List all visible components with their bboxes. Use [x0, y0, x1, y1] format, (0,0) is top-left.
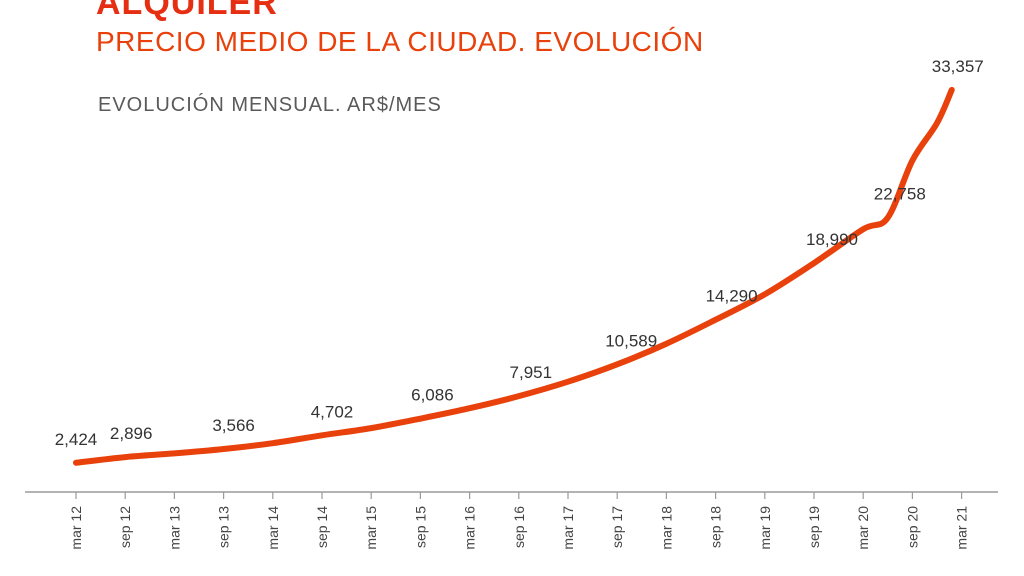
data-label: 33,357 — [932, 57, 984, 76]
data-label: 2,424 — [55, 430, 98, 449]
x-tick-label: mar 14 — [265, 506, 281, 550]
x-tick-label: mar 17 — [560, 506, 576, 550]
x-tick-label: sep 16 — [511, 506, 527, 548]
data-label: 10,589 — [605, 331, 657, 350]
chart-caption: EVOLUCIÓN MENSUAL. AR$/MES — [98, 94, 442, 116]
x-tick-label: mar 12 — [68, 506, 84, 550]
x-tick-label: mar 21 — [954, 506, 970, 550]
x-tick-label: mar 16 — [462, 506, 478, 550]
x-tick-label: mar 13 — [166, 506, 182, 550]
chart-title: ALQUILER — [96, 0, 278, 22]
data-label: 2,896 — [110, 424, 153, 443]
x-tick-label: sep 19 — [806, 506, 822, 548]
data-label: 22,758 — [874, 185, 926, 204]
data-label: 6,086 — [411, 386, 454, 405]
x-tick-label: mar 20 — [855, 506, 871, 550]
data-label: 3,566 — [212, 416, 255, 435]
data-label: 18,990 — [806, 230, 858, 249]
data-label: 4,702 — [311, 402, 354, 421]
x-tick-label: sep 13 — [216, 506, 232, 548]
chart-subtitle: PRECIO MEDIO DE LA CIUDAD. EVOLUCIÓN — [96, 26, 704, 57]
data-label: 14,290 — [706, 287, 758, 306]
x-tick-label: mar 15 — [363, 506, 379, 550]
x-tick-label: mar 19 — [757, 506, 773, 550]
series-line — [73, 86, 955, 466]
data-label: 7,951 — [510, 363, 553, 382]
x-tick-label: sep 20 — [904, 506, 920, 548]
x-tick-label: sep 17 — [609, 506, 625, 548]
x-tick-label: mar 18 — [658, 506, 674, 550]
x-tick-label: sep 12 — [117, 506, 133, 548]
x-tick-label: sep 14 — [314, 506, 330, 548]
x-tick-label: sep 15 — [412, 506, 428, 548]
x-tick-label: sep 18 — [708, 506, 724, 548]
